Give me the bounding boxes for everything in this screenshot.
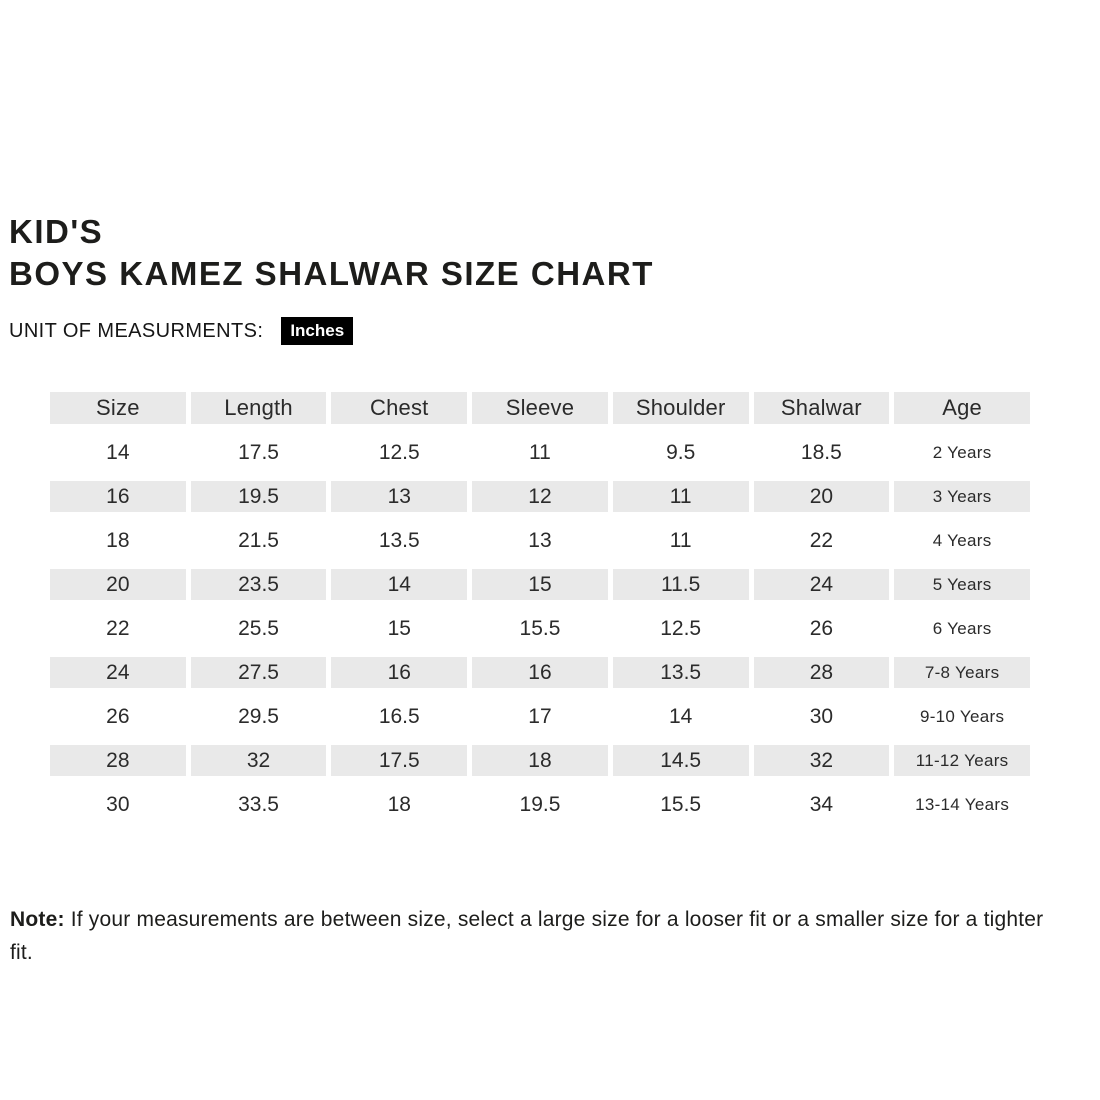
measurement-cell: 26 xyxy=(753,613,890,644)
measurement-cell: 28 xyxy=(50,745,186,776)
table-row: 26 29.5 16.5 17 14 30 9-10 Years xyxy=(50,701,1030,732)
measurement-cell: 15 xyxy=(331,613,468,644)
age-cell: 9-10 Years xyxy=(894,701,1030,732)
measurement-cell: 20 xyxy=(753,481,890,512)
measurement-cell: 17 xyxy=(472,701,608,732)
measurement-cell: 18 xyxy=(50,525,186,556)
age-cell: 3 Years xyxy=(894,481,1030,512)
size-chart-body: 14 17.5 12.5 11 9.5 18.5 2 Years 16 19.5 13 12 11 20… xyxy=(50,437,1030,820)
measurement-cell: 21.5 xyxy=(190,525,327,556)
measurement-cell: 19.5 xyxy=(190,481,327,512)
measurement-cell: 30 xyxy=(50,789,186,820)
measurement-cell: 33.5 xyxy=(190,789,327,820)
measurement-cell: 34 xyxy=(753,789,890,820)
column-header-chest: Chest xyxy=(331,392,468,424)
measurement-cell: 16 xyxy=(331,657,468,688)
note-label: Note: xyxy=(10,908,65,931)
page-title: KID'S BOYS KAMEZ SHALWAR SIZE CHART xyxy=(9,211,654,295)
measurement-cell: 11 xyxy=(612,481,749,512)
age-cell: 6 Years xyxy=(894,613,1030,644)
unit-of-measurement-row: UNIT OF MEASURMENTS: Inches xyxy=(9,317,354,345)
age-cell: 13-14 Years xyxy=(894,789,1030,820)
table-row: 24 27.5 16 16 13.5 28 7-8 Years xyxy=(50,657,1030,688)
column-header-size: Size xyxy=(50,392,186,424)
measurement-cell: 24 xyxy=(753,569,890,600)
measurement-cell: 20 xyxy=(50,569,186,600)
measurement-cell: 11.5 xyxy=(612,569,749,600)
age-cell: 2 Years xyxy=(894,437,1030,468)
table-row: 28 32 17.5 18 14.5 32 11-12 Years xyxy=(50,745,1030,776)
column-header-shalwar: Shalwar xyxy=(753,392,890,424)
measurement-cell: 19.5 xyxy=(472,789,608,820)
measurement-cell: 24 xyxy=(50,657,186,688)
measurement-cell: 14.5 xyxy=(612,745,749,776)
measurement-cell: 32 xyxy=(753,745,890,776)
age-cell: 7-8 Years xyxy=(894,657,1030,688)
measurement-cell: 14 xyxy=(612,701,749,732)
measurement-cell: 23.5 xyxy=(190,569,327,600)
measurement-cell: 9.5 xyxy=(612,437,749,468)
note: Note: If your measurements are between s… xyxy=(10,903,1065,969)
measurement-cell: 18 xyxy=(331,789,468,820)
measurement-cell: 29.5 xyxy=(190,701,327,732)
measurement-cell: 12.5 xyxy=(612,613,749,644)
table-row: 30 33.5 18 19.5 15.5 34 13-14 Years xyxy=(50,789,1030,820)
measurement-cell: 22 xyxy=(753,525,890,556)
measurement-cell: 26 xyxy=(50,701,186,732)
column-header-shoulder: Shoulder xyxy=(612,392,749,424)
measurement-cell: 13.5 xyxy=(331,525,468,556)
size-chart-header: Size Length Chest Sleeve Shoulder Shalwar Age xyxy=(50,392,1030,424)
measurement-cell: 17.5 xyxy=(190,437,327,468)
measurement-cell: 30 xyxy=(753,701,890,732)
table-row: 14 17.5 12.5 11 9.5 18.5 2 Years xyxy=(50,437,1030,468)
measurement-cell: 22 xyxy=(50,613,186,644)
column-header-sleeve: Sleeve xyxy=(472,392,608,424)
unit-label: UNIT OF MEASURMENTS: xyxy=(9,319,264,342)
table-row: 22 25.5 15 15.5 12.5 26 6 Years xyxy=(50,613,1030,644)
measurement-cell: 13 xyxy=(331,481,468,512)
measurement-cell: 32 xyxy=(190,745,327,776)
column-header-age: Age xyxy=(894,392,1030,424)
measurement-cell: 13 xyxy=(472,525,608,556)
table-row: 18 21.5 13.5 13 11 22 4 Years xyxy=(50,525,1030,556)
table-row: 20 23.5 14 15 11.5 24 5 Years xyxy=(50,569,1030,600)
measurement-cell: 11 xyxy=(472,437,608,468)
measurement-cell: 12.5 xyxy=(331,437,468,468)
measurement-cell: 18 xyxy=(472,745,608,776)
measurement-cell: 15.5 xyxy=(612,789,749,820)
age-cell: 5 Years xyxy=(894,569,1030,600)
measurement-cell: 25.5 xyxy=(190,613,327,644)
measurement-cell: 14 xyxy=(331,569,468,600)
column-header-length: Length xyxy=(190,392,327,424)
measurement-cell: 12 xyxy=(472,481,608,512)
measurement-cell: 27.5 xyxy=(190,657,327,688)
measurement-cell: 16.5 xyxy=(331,701,468,732)
size-chart-table: Size Length Chest Sleeve Shoulder Shalwar Age … xyxy=(45,379,1035,833)
title-line-2: BOYS KAMEZ SHALWAR SIZE CHART xyxy=(9,255,654,292)
title-line-1: KID'S xyxy=(9,213,104,250)
measurement-cell: 16 xyxy=(50,481,186,512)
measurement-cell: 14 xyxy=(50,437,186,468)
measurement-cell: 15 xyxy=(472,569,608,600)
note-text: If your measurements are between size, s… xyxy=(10,908,1044,964)
measurement-cell: 18.5 xyxy=(753,437,890,468)
measurement-cell: 28 xyxy=(753,657,890,688)
measurement-cell: 17.5 xyxy=(331,745,468,776)
age-cell: 4 Years xyxy=(894,525,1030,556)
measurement-cell: 11 xyxy=(612,525,749,556)
header-row: Size Length Chest Sleeve Shoulder Shalwar Age xyxy=(50,392,1030,424)
measurement-cell: 15.5 xyxy=(472,613,608,644)
age-cell: 11-12 Years xyxy=(894,745,1030,776)
measurement-cell: 16 xyxy=(472,657,608,688)
unit-value-badge: Inches xyxy=(281,317,354,345)
table-row: 16 19.5 13 12 11 20 3 Years xyxy=(50,481,1030,512)
measurement-cell: 13.5 xyxy=(612,657,749,688)
